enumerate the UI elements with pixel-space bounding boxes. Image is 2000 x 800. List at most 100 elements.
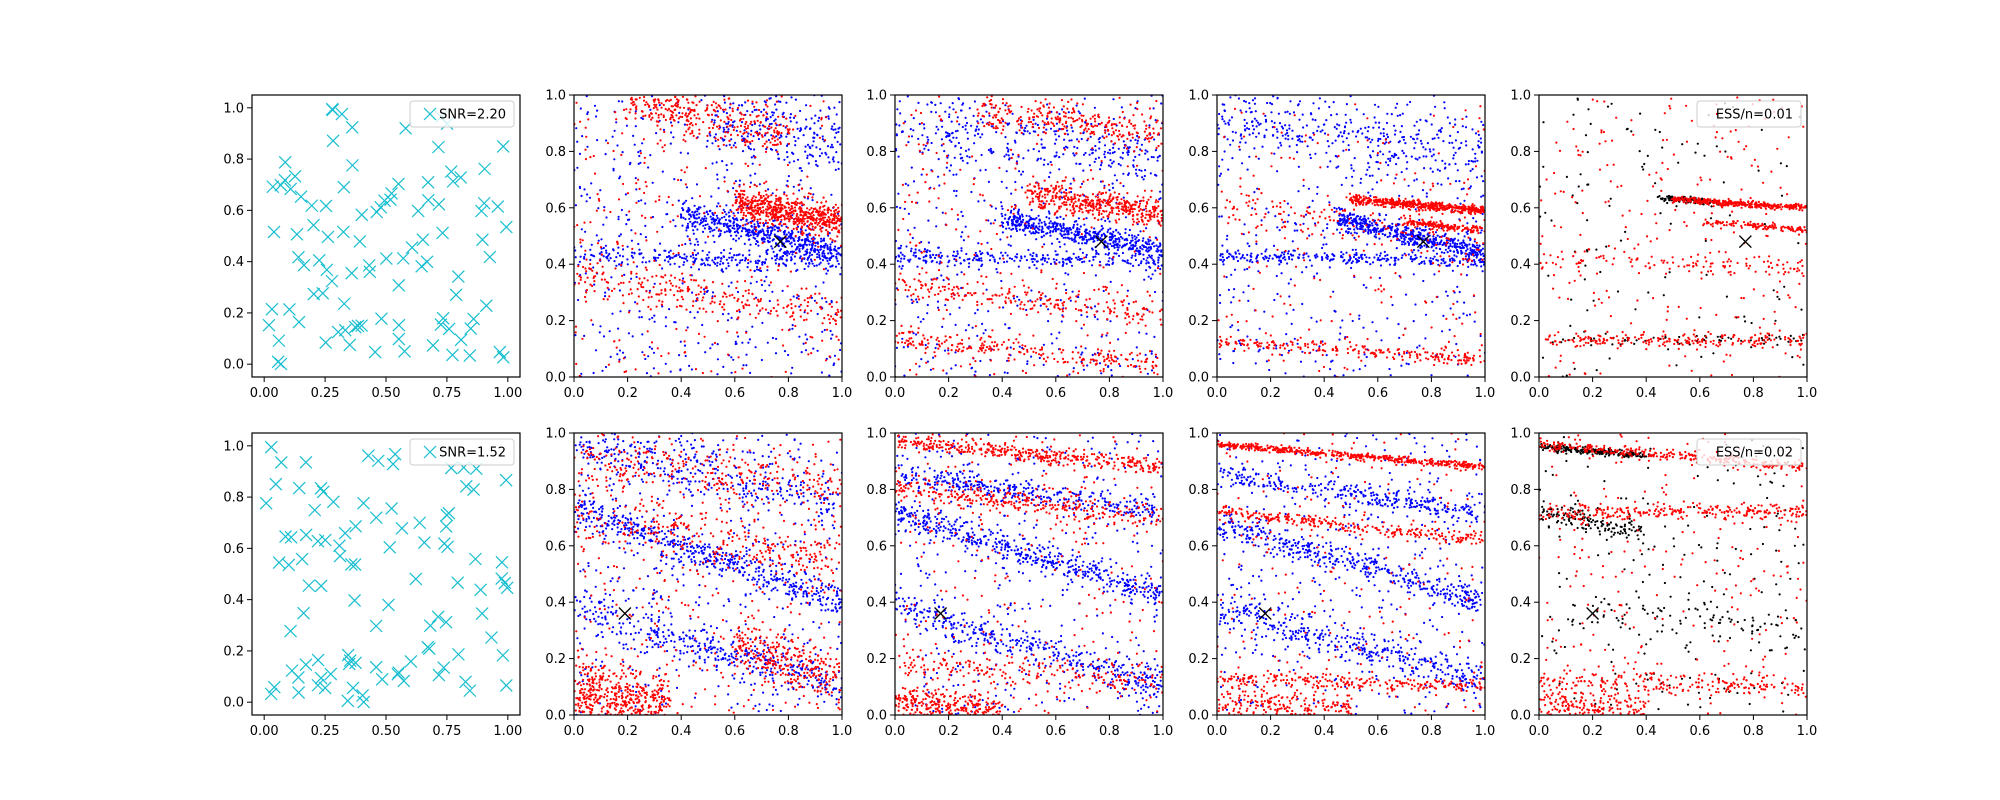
data-point <box>396 251 410 265</box>
data-point <box>1120 198 1123 201</box>
data-point <box>766 229 770 232</box>
data-point <box>734 196 738 199</box>
data-point <box>1100 228 1103 231</box>
data-point <box>830 252 833 255</box>
data-point <box>918 122 921 126</box>
data-point <box>1115 243 1118 247</box>
data-point <box>716 264 719 267</box>
data-point <box>759 221 762 225</box>
data-point <box>835 208 838 211</box>
data-point <box>779 207 782 210</box>
data-point <box>768 123 772 126</box>
data-point <box>660 102 663 105</box>
data-point <box>1104 131 1107 134</box>
data-point <box>775 95 778 98</box>
data-point <box>825 200 828 203</box>
data-point <box>1103 184 1106 187</box>
data-point <box>686 235 689 238</box>
data-point <box>584 267 587 270</box>
data-point <box>920 358 923 361</box>
data-point <box>716 173 719 176</box>
data-point <box>726 168 729 172</box>
data-point <box>785 201 788 205</box>
data-point <box>734 141 737 144</box>
data-point <box>1007 148 1010 151</box>
data-point <box>742 224 745 227</box>
data-point <box>1058 240 1061 244</box>
data-point <box>755 280 758 283</box>
data-point <box>815 146 818 149</box>
data-point <box>765 116 768 119</box>
data-point <box>960 235 963 238</box>
data-point <box>740 113 743 116</box>
data-point <box>753 199 756 202</box>
data-point <box>815 210 818 214</box>
data-point <box>702 296 705 299</box>
data-point <box>743 129 746 132</box>
data-point <box>1085 201 1088 205</box>
data-point <box>681 112 684 115</box>
data-point <box>730 259 733 262</box>
data-point <box>1042 363 1045 366</box>
data-point <box>944 304 947 307</box>
data-point <box>1131 358 1134 361</box>
data-point <box>1077 217 1080 220</box>
data-point <box>1025 308 1028 312</box>
data-point <box>678 304 682 307</box>
data-point <box>652 256 656 259</box>
data-point <box>790 201 793 204</box>
data-point <box>660 113 663 116</box>
data-point <box>716 261 719 264</box>
data-point <box>711 229 714 232</box>
data-point <box>1117 246 1120 249</box>
data-point <box>769 309 773 313</box>
data-point <box>804 127 807 130</box>
data-point <box>1073 145 1076 148</box>
data-point <box>1043 259 1046 262</box>
data-point <box>955 173 958 176</box>
data-point <box>728 294 731 297</box>
data-point <box>1132 245 1135 248</box>
data-point <box>1024 233 1027 236</box>
data-point <box>698 128 701 131</box>
data-point <box>587 118 590 121</box>
data-point <box>679 106 682 109</box>
data-point <box>1072 177 1075 180</box>
data-point <box>1064 236 1067 239</box>
data-point <box>714 137 717 140</box>
data-point <box>1053 130 1056 133</box>
data-point <box>292 250 305 264</box>
data-point <box>816 349 819 352</box>
data-point <box>823 212 827 216</box>
data-point <box>1072 212 1075 215</box>
data-point <box>1051 230 1054 233</box>
data-point <box>670 274 673 277</box>
data-point <box>929 368 933 371</box>
data-point <box>765 147 768 151</box>
data-point <box>1121 212 1125 215</box>
data-point <box>1140 213 1143 216</box>
data-point <box>764 132 767 135</box>
data-point <box>1072 152 1075 155</box>
data-point <box>807 256 810 259</box>
data-point <box>828 107 831 110</box>
data-point <box>634 177 637 180</box>
data-point <box>1103 136 1106 140</box>
data-point <box>1036 192 1039 196</box>
panel-r0c2: 0.0 0.2 0.4 0.6 0.8 1.00.00.20.40.60.81.0 <box>866 89 1173 402</box>
data-point <box>1047 191 1050 194</box>
data-point <box>809 127 812 130</box>
data-point <box>682 106 686 109</box>
data-point <box>716 222 719 225</box>
data-point <box>912 129 915 132</box>
data-point <box>828 225 831 228</box>
data-point <box>733 218 736 221</box>
data-point <box>1072 204 1075 207</box>
data-point <box>935 343 939 346</box>
data-point <box>1094 274 1097 277</box>
data-point <box>1068 203 1072 206</box>
data-point <box>630 254 633 257</box>
data-point <box>770 194 773 197</box>
data-point <box>765 140 768 143</box>
data-point <box>790 258 793 261</box>
